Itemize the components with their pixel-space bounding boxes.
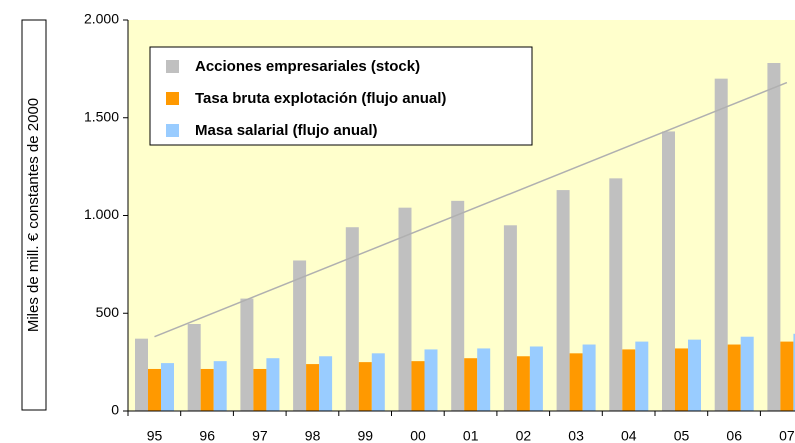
legend-swatch xyxy=(166,124,179,137)
bar xyxy=(200,368,214,411)
y-axis-label: Miles de mill. € constantes de 2000 xyxy=(25,98,42,332)
bar xyxy=(135,338,148,411)
x-tick-label: 98 xyxy=(305,428,321,443)
legend-label: Masa salarial (flujo anual) xyxy=(195,122,378,139)
y-tick-label: 1.000 xyxy=(84,206,119,222)
legend-swatch xyxy=(166,60,179,73)
bar xyxy=(609,178,623,411)
bar xyxy=(306,364,320,411)
bar xyxy=(213,361,227,411)
x-tick-label: 95 xyxy=(147,428,163,443)
bar xyxy=(371,353,385,411)
bar xyxy=(635,341,649,411)
bar xyxy=(411,361,425,411)
legend: Acciones empresariales (stock) Tasa bruta… xyxy=(149,46,533,146)
x-tick-label: 01 xyxy=(463,428,479,443)
legend-label: Tasa bruta explotación (flujo anual) xyxy=(195,90,446,107)
bar xyxy=(477,348,491,411)
bar xyxy=(714,78,728,412)
y-tick-label: 2.000 xyxy=(84,11,119,27)
x-tick-label: 97 xyxy=(252,428,268,443)
bar xyxy=(293,260,307,411)
y-label-box xyxy=(21,19,47,411)
bar xyxy=(187,324,201,411)
bar xyxy=(266,358,280,411)
bar xyxy=(516,356,530,411)
x-tick-label: 00 xyxy=(410,428,426,443)
bar xyxy=(148,368,161,411)
legend-label: Acciones empresariales (stock) xyxy=(195,58,420,75)
bar xyxy=(740,336,754,411)
x-tick-label: 02 xyxy=(516,428,532,443)
bar xyxy=(529,346,543,411)
bar xyxy=(662,131,675,411)
bar xyxy=(451,200,465,411)
bar xyxy=(675,348,688,411)
x-tick-label: 07 xyxy=(779,428,795,443)
bar xyxy=(424,349,438,411)
bar xyxy=(345,227,359,411)
x-tick-label: 04 xyxy=(621,428,637,443)
bar xyxy=(767,63,781,411)
bar xyxy=(358,362,372,411)
bar xyxy=(727,344,741,411)
bar xyxy=(398,207,412,411)
bar xyxy=(240,298,254,411)
y-tick-label: 500 xyxy=(96,304,120,320)
bar xyxy=(253,368,267,411)
y-tick-label: 1.500 xyxy=(84,108,119,124)
x-tick-label: 99 xyxy=(358,428,374,443)
x-tick-label: 03 xyxy=(568,428,584,443)
bar xyxy=(688,339,701,411)
bar xyxy=(503,225,517,411)
bar xyxy=(319,356,333,411)
trend-line xyxy=(154,81,788,338)
legend-box xyxy=(149,46,533,146)
bar xyxy=(780,341,794,411)
bar xyxy=(622,349,636,411)
bar xyxy=(793,333,795,411)
x-tick-label: 96 xyxy=(199,428,215,443)
y-tick-label: 0 xyxy=(111,402,119,418)
bar xyxy=(556,190,570,411)
bar xyxy=(464,358,478,411)
x-tick-label: 06 xyxy=(726,428,742,443)
bar xyxy=(161,363,174,411)
bar xyxy=(582,344,596,411)
legend-swatch xyxy=(166,92,179,105)
x-tick-label: 05 xyxy=(674,428,690,443)
bar xyxy=(569,353,583,411)
